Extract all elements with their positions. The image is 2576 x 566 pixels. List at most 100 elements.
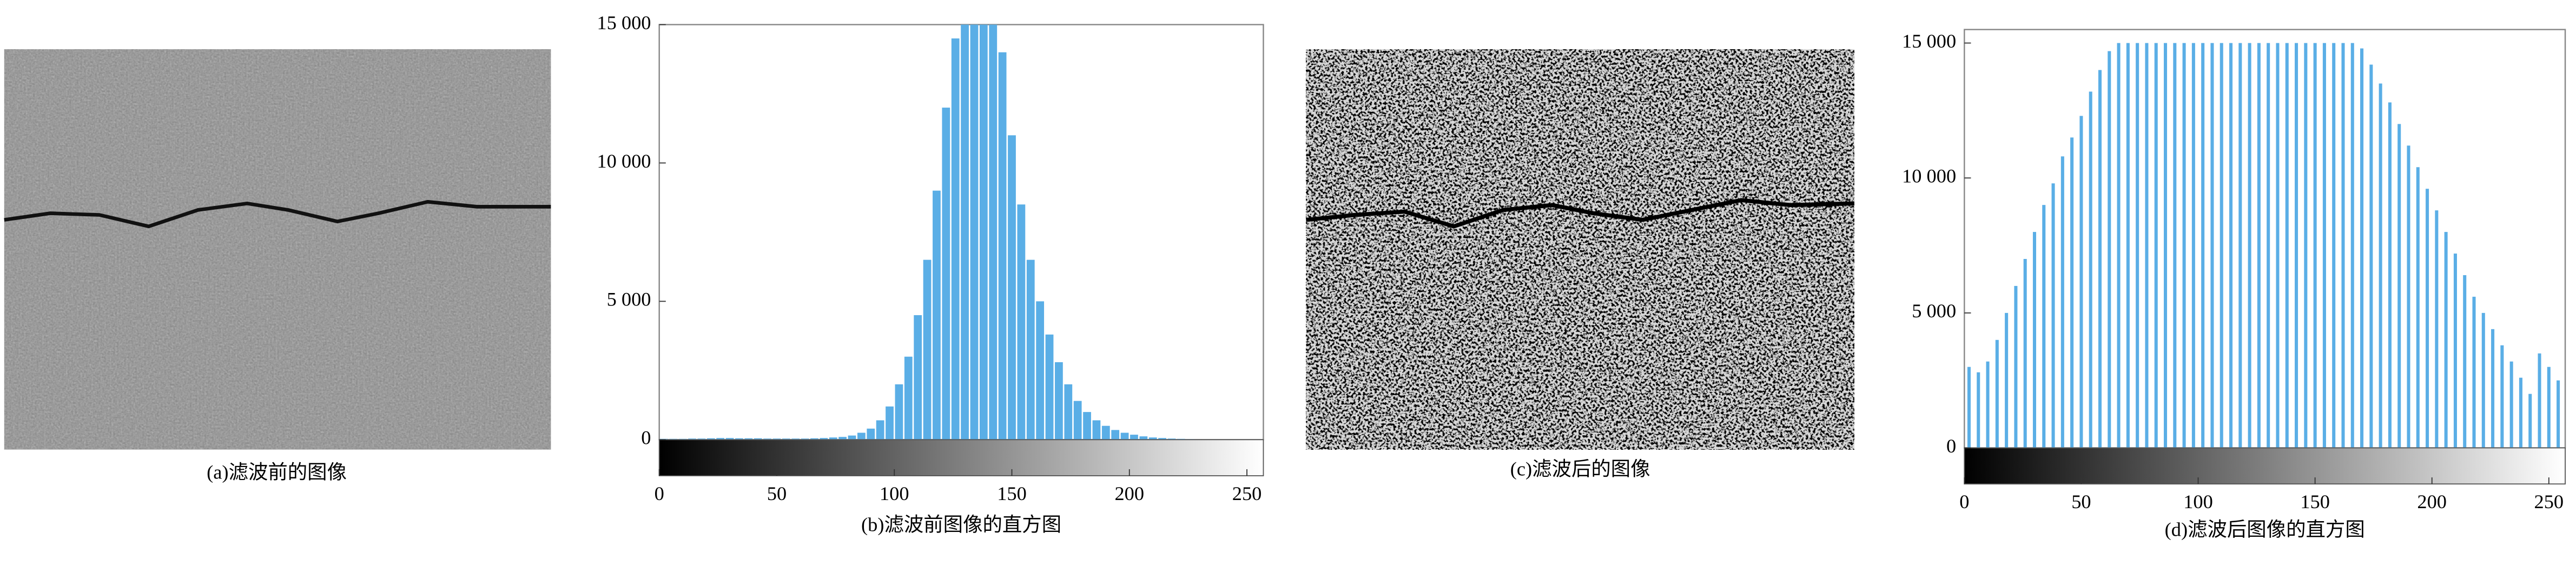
histogram-bar	[1026, 259, 1035, 440]
gray-scale-bar	[1964, 447, 2566, 485]
histogram-bar	[1036, 301, 1045, 440]
histogram-bar	[2350, 43, 2354, 448]
y-tick-label: 5 000	[1912, 300, 1956, 322]
histogram-bar	[810, 438, 818, 440]
histogram-bar	[2416, 167, 2420, 448]
histogram-bar	[1130, 435, 1138, 440]
histogram-bar	[998, 52, 1007, 440]
histogram-bar	[1092, 420, 1101, 440]
histogram-bar	[1008, 135, 1016, 440]
histogram-bar	[2238, 43, 2242, 448]
histogram-bar	[2519, 377, 2522, 448]
histogram-bar	[2444, 232, 2448, 448]
histogram-bar	[716, 438, 725, 440]
histogram-bar	[2304, 43, 2308, 448]
histogram-bar	[857, 432, 866, 440]
histogram-bar	[886, 406, 894, 440]
histogram-bar	[904, 356, 913, 440]
chart-title: (b)滤波前图像的直方图	[861, 514, 1061, 536]
histogram-bar	[1111, 430, 1120, 440]
histogram-bar	[876, 420, 884, 440]
y-tick-label: 10 000	[597, 150, 651, 172]
histogram-bar	[923, 259, 932, 440]
histogram-bar	[2332, 43, 2336, 448]
x-tick-label: 200	[1114, 483, 1144, 504]
histogram-bar	[2051, 183, 2055, 448]
histogram-bar	[2267, 43, 2270, 448]
histogram-bar	[2295, 43, 2298, 448]
histogram-bar	[2079, 116, 2083, 448]
histogram-bar	[2014, 285, 2018, 448]
histogram-bar	[2407, 145, 2410, 448]
histogram-bar	[2210, 43, 2214, 448]
y-tick-label: 10 000	[1902, 165, 1956, 187]
histogram-bar	[867, 428, 875, 440]
histogram-bar	[848, 435, 856, 440]
histogram-bar	[772, 438, 781, 440]
histogram-bar	[979, 24, 988, 440]
histogram-bar	[2557, 380, 2560, 448]
histogram-bar	[1977, 372, 1980, 448]
histogram-bar	[1148, 437, 1157, 440]
histogram-bar	[1967, 367, 1971, 448]
histogram-bar	[933, 190, 941, 440]
chart-title: (d)滤波后图像的直方图	[2165, 519, 2365, 541]
x-tick-label: 250	[1232, 483, 1262, 504]
histogram-bar	[2191, 43, 2195, 448]
histogram-bar	[1083, 412, 1091, 440]
histogram-bar	[2145, 43, 2149, 448]
y-tick-label: 15 000	[597, 12, 651, 34]
histogram-bar	[970, 24, 979, 440]
histogram-bar	[989, 24, 998, 440]
histogram-bar	[2285, 43, 2289, 448]
x-tick-label: 100	[880, 483, 909, 504]
y-tick-label: 0	[641, 427, 651, 449]
histogram-bar	[2379, 83, 2382, 448]
histogram-bar	[1017, 204, 1026, 440]
image-c	[1306, 49, 1855, 450]
histogram-bar	[895, 384, 903, 440]
histogram-bar	[2163, 43, 2168, 448]
x-tick-label: 0	[655, 483, 664, 504]
gray-scale-bar	[658, 439, 1264, 476]
histogram-bar	[2491, 329, 2495, 448]
histogram-bar	[2023, 259, 2027, 448]
y-tick-label: 0	[1946, 435, 1956, 457]
histogram-bar	[2453, 254, 2457, 448]
histogram-bar	[2070, 137, 2074, 448]
histogram-bar	[2126, 43, 2130, 448]
histogram-bar	[942, 108, 950, 440]
y-tick-label: 15 000	[1902, 30, 1956, 52]
histogram-bar	[754, 438, 762, 440]
histogram-bar	[951, 38, 960, 440]
histogram-bar	[829, 437, 837, 440]
histogram-bar	[1073, 401, 1082, 440]
histogram-bar	[1045, 334, 1054, 440]
histogram-bar	[1158, 438, 1167, 440]
histogram-bar	[791, 438, 800, 440]
histogram-bar	[2117, 43, 2121, 448]
x-tick-label: 50	[767, 483, 787, 504]
histogram-bar	[838, 437, 847, 440]
x-tick-label: 100	[2183, 491, 2213, 512]
histogram-bar	[2435, 210, 2439, 448]
image-caption: (a)滤波前的图像	[207, 461, 347, 483]
histogram-bar	[914, 315, 922, 440]
histogram-bar	[2182, 43, 2186, 448]
histogram-bar	[2136, 43, 2139, 448]
x-tick-label: 0	[1959, 491, 1969, 512]
histogram-bar	[2538, 353, 2541, 448]
y-tick-label: 5 000	[607, 289, 651, 310]
histogram-bar	[706, 438, 715, 440]
histogram-bar	[2360, 48, 2364, 448]
histogram-bar	[2341, 43, 2345, 448]
histogram-bar	[2426, 189, 2429, 448]
histogram-bar	[801, 438, 809, 440]
histogram-bar	[1986, 361, 1990, 448]
histogram-bar	[2098, 70, 2102, 448]
histogram-bar	[735, 438, 743, 440]
histogram-bar	[2500, 345, 2504, 448]
histogram-bar	[2472, 296, 2476, 448]
histogram-bar	[1995, 339, 1999, 448]
